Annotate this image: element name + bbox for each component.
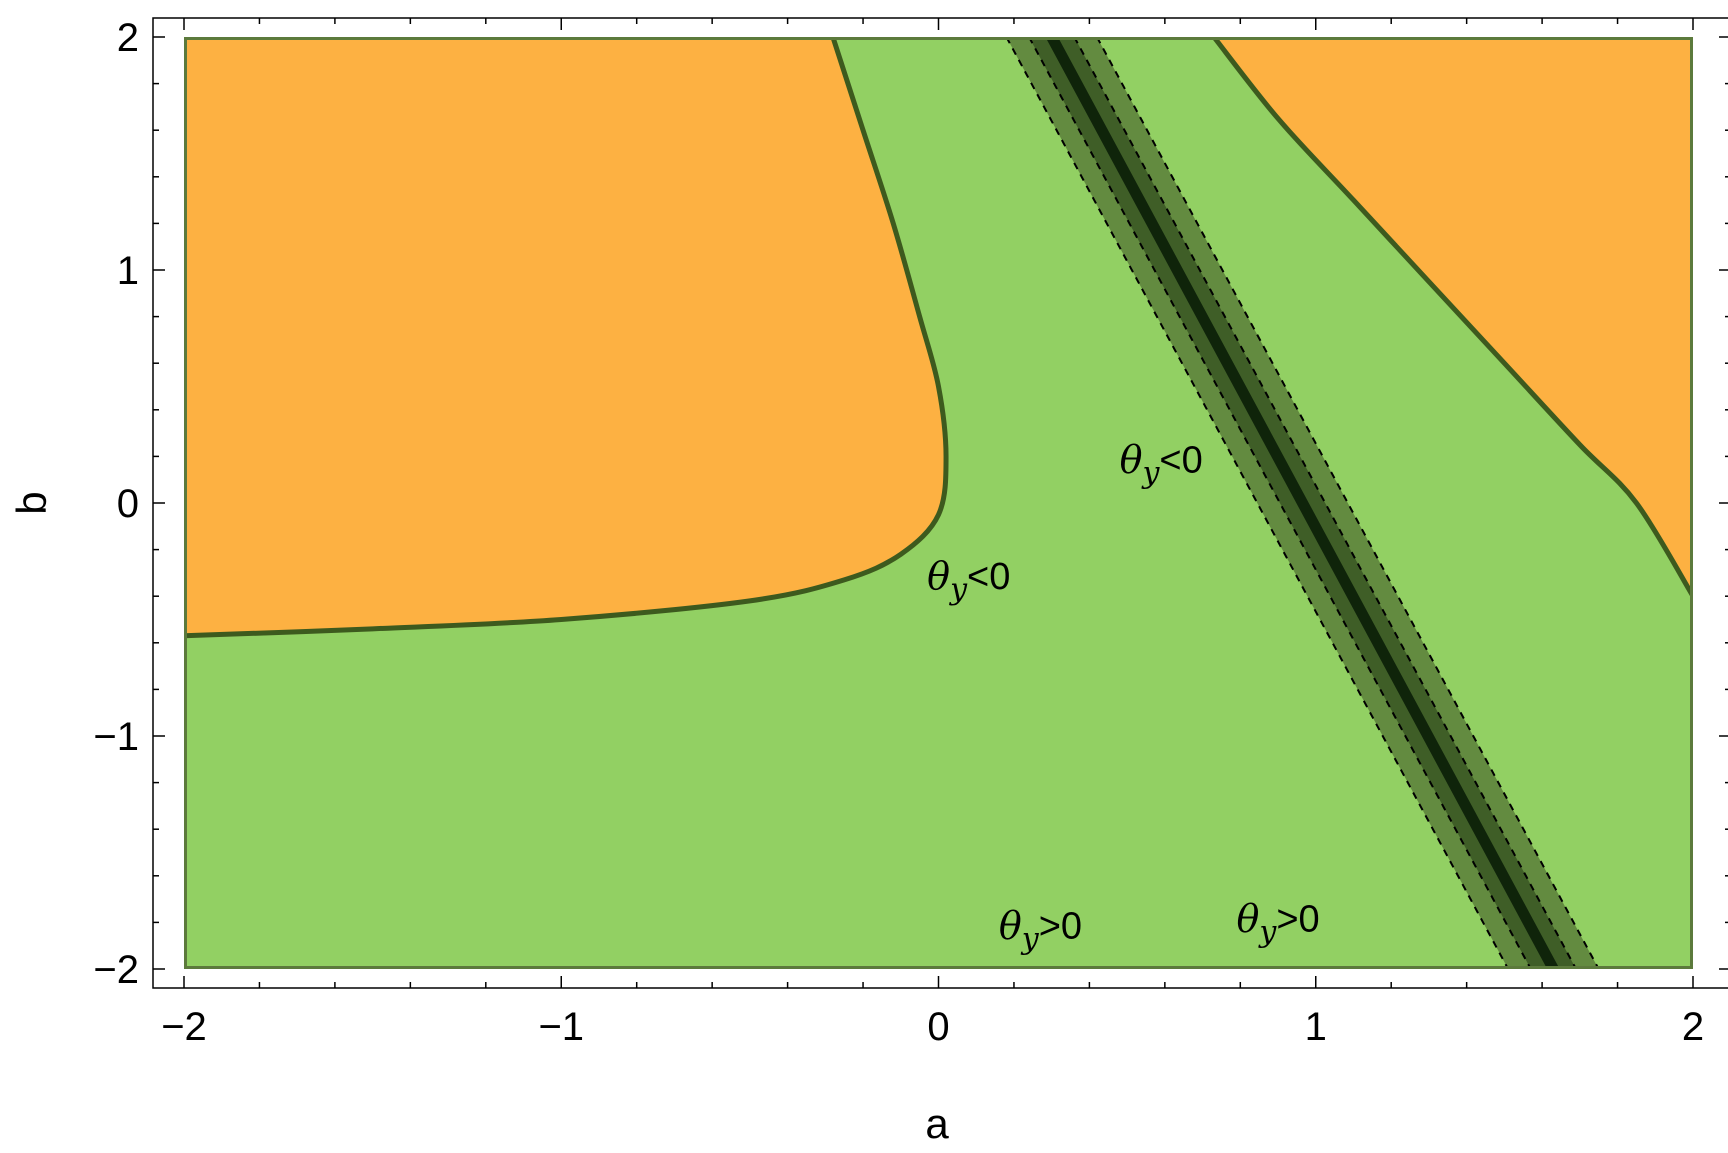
- y-tick-label: 0: [117, 482, 139, 526]
- x-tick-label: −1: [538, 1005, 584, 1049]
- x-tick-label: 0: [927, 1005, 949, 1049]
- boundary-left: [184, 37, 949, 639]
- y-tick-label: 2: [117, 16, 139, 60]
- x-tick-label: 2: [1682, 1005, 1704, 1049]
- x-tick-label: 1: [1305, 1005, 1327, 1049]
- annotation-2: θy>0: [999, 904, 1082, 957]
- annotation-1: θy<0: [927, 554, 1010, 607]
- annotation-0: θy<0: [1120, 438, 1203, 491]
- plot-area: [184, 37, 1693, 969]
- boundary-right: [1211, 37, 1693, 598]
- y-tick-label: −2: [93, 948, 139, 992]
- x-axis-label: a: [925, 1100, 949, 1147]
- y-axis-label: b: [8, 491, 55, 514]
- axis-ticks: −2 −1 0 1 2 −2 −1 0 1 2: [93, 16, 1728, 1049]
- region-orange-left: [184, 37, 947, 636]
- band-center-line: [1046, 37, 1559, 969]
- x-tick-label: −2: [161, 1005, 207, 1049]
- annotation-3: θy>0: [1237, 897, 1320, 950]
- annotations: θy<0 θy<0 θy>0 θy>0: [927, 438, 1320, 957]
- y-tick-label: −1: [93, 715, 139, 759]
- y-tick-label: 1: [117, 249, 139, 293]
